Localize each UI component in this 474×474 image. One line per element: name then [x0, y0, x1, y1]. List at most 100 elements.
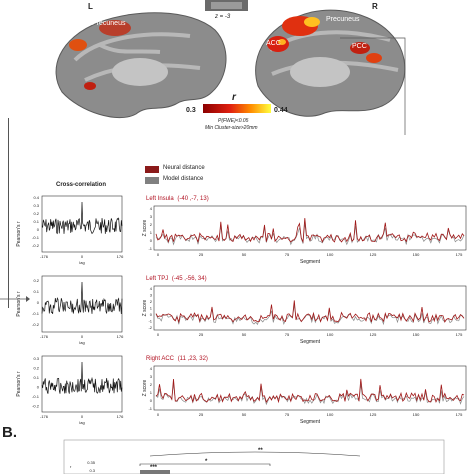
svg-text:4: 4	[150, 286, 153, 291]
svg-text:-1: -1	[148, 319, 152, 324]
svg-text:50: 50	[242, 332, 247, 337]
panel-b-ytick-0: 0.35	[87, 460, 96, 465]
hemisphere-label-right: R	[372, 2, 378, 11]
ts-xlabel-1: Segment	[300, 339, 321, 345]
svg-text:100: 100	[327, 412, 334, 417]
svg-text:0.3: 0.3	[33, 356, 39, 361]
sig-mark-1: *	[205, 459, 208, 465]
svg-text:4: 4	[150, 206, 153, 211]
svg-text:150: 150	[413, 332, 420, 337]
svg-text:0: 0	[37, 227, 40, 232]
svg-text:176: 176	[117, 254, 124, 259]
legend-swatch-neural	[145, 166, 159, 173]
svg-text:-176: -176	[40, 254, 49, 259]
svg-text:0: 0	[81, 254, 84, 259]
svg-text:-1: -1	[148, 406, 152, 411]
neural-distance-line-0	[155, 218, 465, 244]
panel-a-brain-views	[0, 0, 474, 135]
svg-text:2: 2	[150, 299, 153, 304]
svg-text:75: 75	[285, 412, 290, 417]
region-label-1: Left TPJ (-45 ,-56, 34)	[146, 276, 207, 282]
svg-text:-176: -176	[40, 414, 49, 419]
svg-text:0: 0	[37, 300, 40, 305]
region-name-0: Left Insula	[146, 196, 174, 202]
crosscorr-plot-1: Pearson's r 0.2 0.1 0 -0.1 -0.2 -176 0 1…	[16, 275, 124, 345]
svg-text:176: 176	[117, 334, 124, 339]
svg-text:0.1: 0.1	[33, 375, 39, 380]
svg-text:176: 176	[117, 414, 124, 419]
panel-b-bar	[140, 470, 170, 474]
svg-text:-0.2: -0.2	[32, 322, 40, 327]
svg-text:100: 100	[327, 252, 334, 257]
svg-text:0: 0	[37, 385, 40, 390]
slice-label: z = -3	[215, 14, 231, 20]
crosscorr-xlabel-0: lag	[79, 260, 84, 265]
svg-text:125: 125	[370, 332, 377, 337]
svg-text:100: 100	[327, 332, 334, 337]
svg-text:150: 150	[413, 252, 420, 257]
svg-text:-1: -1	[148, 246, 152, 251]
sig-mark-2: **	[258, 448, 263, 454]
crosscorr-ylabel-0: Pearson's r	[16, 221, 22, 246]
svg-text:0.1: 0.1	[33, 219, 39, 224]
row-1: Pearson's r 0.2 0.1 0 -0.1 -0.2 -176 0 1…	[0, 270, 474, 348]
region-coords-0: (-40 ,-7, 13)	[177, 196, 209, 202]
crosscorr-ylabel-1: Pearson's r	[16, 291, 22, 316]
legend-label-model: Model distance	[163, 176, 204, 182]
svg-text:1: 1	[150, 306, 153, 311]
threshold-note: P(FWE)<0.05	[218, 118, 249, 124]
hemisphere-label-left: L	[88, 2, 93, 11]
crosscorr-title: Cross-correlation	[56, 182, 107, 188]
svg-text:3: 3	[150, 214, 153, 219]
svg-text:-0.1: -0.1	[32, 311, 40, 316]
svg-text:150: 150	[413, 412, 420, 417]
svg-text:1: 1	[150, 390, 153, 395]
ts-xlabel-2: Segment	[300, 419, 321, 425]
label-acc: ACC	[266, 40, 281, 47]
region-coords-1: (-45 ,-56, 34)	[171, 276, 207, 282]
svg-text:0.2: 0.2	[33, 366, 39, 371]
svg-text:175: 175	[456, 332, 463, 337]
region-coords-2: (11 ,23, 32)	[177, 356, 208, 362]
svg-text:0.2: 0.2	[33, 278, 39, 283]
svg-text:25: 25	[199, 252, 204, 257]
panel-b-label: B.	[2, 424, 17, 441]
svg-text:-0.2: -0.2	[32, 404, 40, 409]
svg-text:-0.1: -0.1	[32, 235, 40, 240]
crosscorr-ylabel-2: Pearson's r	[16, 371, 22, 396]
svg-text:3: 3	[150, 293, 153, 298]
brain-surfaces-svg	[55, 0, 406, 135]
svg-text:175: 175	[456, 412, 463, 417]
svg-text:0.2: 0.2	[33, 211, 39, 216]
row-0: Pearson's r 0.4 0.3 0.2 0.1 0 -0.1 -0.2 …	[0, 190, 474, 268]
svg-text:25: 25	[199, 332, 204, 337]
legend-swatch-model	[145, 177, 159, 184]
panel-b-frame	[63, 439, 445, 474]
crosscorr-plot-2: Pearson's r 0.3 0.2 0.1 0 -0.1 -0.2 -176…	[16, 355, 124, 425]
svg-text:0: 0	[150, 398, 153, 403]
svg-text:4: 4	[150, 366, 153, 371]
ts-xlabel-0: Segment	[300, 259, 321, 265]
crosscorr-line-0	[41, 201, 123, 235]
connector-left	[8, 118, 9, 308]
svg-text:2: 2	[150, 222, 153, 227]
timeseries-plot-1: Z score 4 3 2 1 0 -1 -2 0 25 50 75 100 1…	[142, 285, 467, 345]
svg-text:1: 1	[150, 230, 153, 235]
legend: Neural distance Model distance	[145, 165, 275, 187]
panel-b-ytick-1: 0.3	[89, 468, 95, 473]
neural-distance-line-1	[155, 300, 465, 324]
ts-ylabel-1: Z score	[142, 299, 148, 316]
arrow-to-row-1	[0, 296, 30, 302]
svg-text:0: 0	[81, 414, 84, 419]
model-distance-line-2	[155, 383, 465, 406]
svg-text:125: 125	[370, 252, 377, 257]
ts-ylabel-0: Z score	[142, 219, 148, 236]
svg-text:0.4: 0.4	[33, 195, 39, 200]
svg-text:0: 0	[150, 312, 153, 317]
sig-bracket-1	[149, 451, 361, 457]
svg-text:0: 0	[157, 332, 160, 337]
crosscorr-line-2	[41, 361, 123, 394]
svg-text:0: 0	[150, 238, 153, 243]
svg-text:-2: -2	[148, 325, 152, 330]
panel-b-axis-letter: r	[70, 464, 72, 469]
